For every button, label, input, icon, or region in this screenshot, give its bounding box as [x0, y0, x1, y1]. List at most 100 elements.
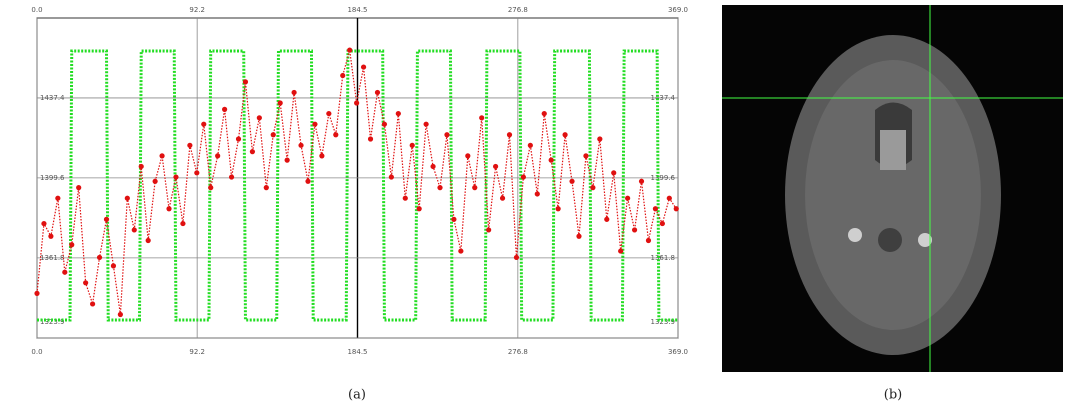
data-point: [62, 269, 68, 275]
y-tick-label: 1437.4: [40, 94, 65, 102]
data-point: [55, 195, 61, 201]
data-point: [548, 157, 554, 163]
data-point: [395, 110, 401, 117]
data-point: [611, 170, 617, 176]
bright-spot: [848, 228, 862, 242]
data-point: [506, 132, 513, 138]
data-point: [381, 121, 388, 127]
data-point: [360, 64, 367, 70]
y-tick-label: 1399.6: [651, 174, 676, 182]
data-point: [208, 185, 214, 191]
bright-spot: [918, 233, 932, 247]
data-point: [263, 185, 269, 191]
data-point: [194, 170, 200, 176]
data-point: [618, 248, 624, 254]
data-point: [228, 174, 235, 180]
data-point: [41, 220, 47, 227]
data-point: [576, 233, 582, 239]
x-tick-label: 92.2: [189, 6, 205, 14]
data-point: [520, 174, 526, 180]
y-tick-label: 1323.9: [651, 318, 676, 326]
series-line: [37, 49, 678, 322]
data-point: [604, 216, 610, 222]
data-point: [444, 132, 450, 138]
data-point: [638, 178, 645, 184]
data-point: [597, 136, 603, 142]
data-point: [159, 153, 165, 159]
data-point: [48, 233, 54, 239]
data-point: [89, 301, 96, 307]
y-tick-label: 1399.6: [40, 174, 65, 182]
data-point: [423, 121, 429, 127]
data-point: [590, 185, 596, 191]
data-point: [354, 100, 360, 106]
data-point: [666, 195, 672, 201]
data-point: [242, 79, 249, 85]
y-tick-label: 1437.4: [651, 94, 676, 102]
x-tick-label: 184.5: [347, 348, 367, 356]
data-point: [117, 311, 123, 318]
data-point: [76, 185, 82, 191]
data-point: [340, 72, 346, 79]
data-point: [673, 206, 679, 212]
data-point: [152, 178, 158, 184]
data-point: [430, 163, 436, 170]
data-point: [201, 121, 207, 127]
data-point: [312, 121, 318, 127]
data-point: [569, 178, 575, 184]
data-point: [173, 174, 179, 180]
x-tick-label: 369.0: [668, 348, 688, 356]
data-point: [291, 89, 297, 96]
data-point: [124, 195, 130, 201]
data-point: [222, 106, 228, 112]
caption: (b): [884, 388, 902, 403]
brain-inner: [805, 60, 981, 330]
data-point: [256, 115, 262, 121]
data-point: [34, 290, 40, 296]
y-tick-label: 1323.9: [40, 318, 65, 326]
data-point: [402, 195, 408, 201]
dark-region: [878, 228, 902, 252]
midline: [880, 130, 906, 170]
data-point: [326, 110, 332, 117]
data-point: [625, 195, 631, 201]
data-point: [541, 110, 547, 117]
brain-panel: [722, 5, 1063, 372]
data-point: [562, 132, 568, 138]
data-point: [493, 163, 499, 170]
data-point: [249, 149, 256, 155]
data-point: [388, 174, 394, 180]
x-tick-label: 0.0: [31, 6, 42, 14]
data-point: [166, 206, 172, 212]
data-point: [284, 157, 290, 163]
data-point: [180, 220, 186, 227]
data-point: [333, 132, 339, 138]
x-tick-label: 0.0: [31, 348, 42, 356]
x-tick-label: 276.8: [508, 6, 528, 14]
data-point: [187, 142, 193, 148]
data-point: [96, 254, 103, 261]
y-tick-label: 1361.8: [651, 254, 676, 262]
data-point: [374, 89, 381, 96]
data-point: [277, 100, 283, 106]
x-tick-label: 369.0: [668, 6, 688, 14]
data-point: [458, 248, 464, 254]
data-point: [215, 153, 221, 159]
data-point: [527, 142, 533, 148]
data-point: [555, 206, 561, 212]
data-point: [270, 132, 276, 138]
data-point: [319, 153, 325, 159]
data-point: [69, 242, 75, 248]
data-point: [513, 254, 520, 261]
data-point: [145, 237, 151, 244]
data-point: [235, 136, 242, 142]
data-point: [347, 47, 353, 53]
data-point: [583, 153, 589, 159]
x-tick-label: 276.8: [508, 348, 528, 356]
data-point: [645, 237, 652, 244]
data-point: [437, 185, 443, 191]
data-point: [499, 195, 506, 201]
data-point: [305, 178, 311, 184]
data-point: [298, 142, 304, 148]
